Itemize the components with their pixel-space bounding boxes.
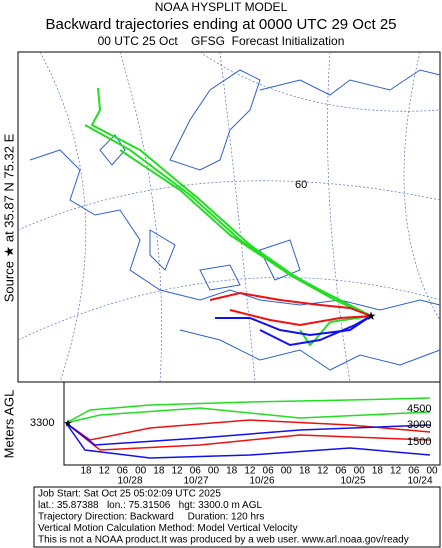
date-label: 10/26 bbox=[249, 476, 274, 487]
height-panel: ★ bbox=[63, 381, 441, 466]
title: Backward trajectories ending at 0000 UTC… bbox=[45, 16, 396, 33]
time-tick-label: 00 bbox=[135, 466, 147, 477]
svg-text:★: ★ bbox=[366, 309, 377, 323]
footer-line: Job Start: Sat Oct 25 05:02:09 UTC 2025 bbox=[38, 489, 221, 500]
height-tick-label: 1500 bbox=[407, 436, 431, 448]
height-tick-label: 3000 bbox=[407, 419, 431, 431]
footer-line: This is not a NOAA product.It was produc… bbox=[38, 535, 409, 546]
time-tick-label: 06 bbox=[117, 466, 129, 477]
time-tick-label: 06 bbox=[408, 466, 420, 477]
time-tick-label: 00 bbox=[281, 466, 293, 477]
time-tick-label: 18 bbox=[80, 466, 92, 477]
footer-line: Vertical Motion Calculation Method: Mode… bbox=[38, 523, 298, 534]
source-label: Source ★ at 35.87 N 75.32 E bbox=[1, 133, 16, 302]
svg-text:★: ★ bbox=[64, 419, 73, 430]
date-label: 10/28 bbox=[117, 476, 142, 487]
grid-label: 60 bbox=[295, 179, 307, 191]
model-name: NOAA HYSPLIT MODEL bbox=[155, 0, 288, 14]
time-tick-label: 18 bbox=[153, 466, 165, 477]
time-tick-label: 18 bbox=[372, 466, 384, 477]
time-tick-label: 06 bbox=[335, 466, 347, 477]
map-panel: 60 ★ bbox=[17, 51, 441, 383]
subtitle: 00 UTC 25 Oct GFSG Forecast Initializati… bbox=[98, 34, 345, 48]
time-tick-label: 00 bbox=[354, 466, 366, 477]
time-tick-label: 12 bbox=[99, 466, 111, 477]
time-tick-label: 12 bbox=[317, 466, 329, 477]
footer-line: lat.: 35.87388 lon.: 75.31506 hgt: 3300.… bbox=[38, 500, 262, 511]
date-label: 10/25 bbox=[340, 476, 365, 487]
date-label: 10/24 bbox=[407, 476, 432, 487]
start-height: 3300 bbox=[30, 417, 54, 429]
height-tick-label: 4500 bbox=[407, 403, 431, 415]
time-tick-label: 06 bbox=[190, 466, 202, 477]
time-tick-label: 12 bbox=[390, 466, 402, 477]
time-tick-label: 06 bbox=[263, 466, 275, 477]
time-tick-label: 18 bbox=[299, 466, 311, 477]
height-axis-label: Meters AGL bbox=[1, 390, 16, 459]
time-tick-label: 12 bbox=[244, 466, 256, 477]
date-label: 10/27 bbox=[183, 476, 208, 487]
time-tick-label: 12 bbox=[171, 466, 183, 477]
time-tick-label: 00 bbox=[426, 466, 438, 477]
time-tick-label: 18 bbox=[226, 466, 238, 477]
footer-line: Trajectory Direction: Backward Duration:… bbox=[38, 512, 264, 523]
footer-box bbox=[33, 486, 441, 548]
time-tick-label: 00 bbox=[208, 466, 220, 477]
